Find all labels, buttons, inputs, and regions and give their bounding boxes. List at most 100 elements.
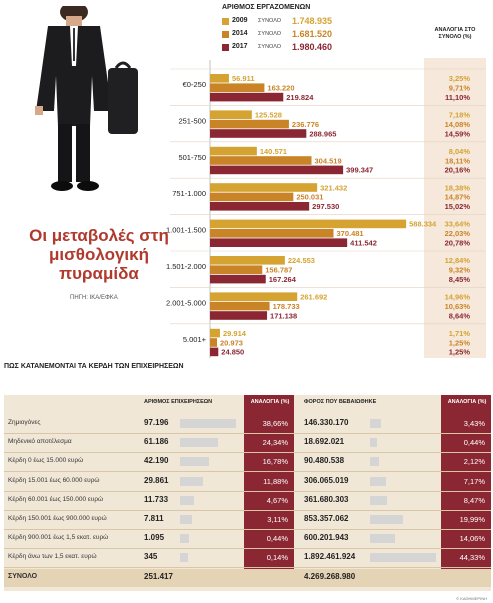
table-total-row: ΣΥΝΟΛΟ 251.417 4.269.268.980	[4, 569, 491, 587]
category-label: 751-1.000	[172, 189, 206, 198]
legend-swatch	[222, 31, 229, 38]
bar-2009	[210, 256, 285, 265]
bar-value-label: 56.911	[232, 74, 255, 83]
row-category: Κέρδη 150.001 έως 900.000 ευρώ	[8, 515, 107, 522]
infographic-title: Οι μεταβολές στη μισθολογική πυραμίδα	[29, 226, 169, 283]
row-category: Κέρδη 15.001 έως 60.000 ευρώ	[8, 476, 100, 484]
bar-value-label: 588.334	[409, 220, 437, 229]
tax-bar	[370, 419, 381, 428]
bar-value-label: 156.787	[265, 266, 292, 275]
row-firms: 97.196	[144, 418, 169, 427]
bar-value-label: 399.347	[346, 166, 373, 175]
share-label: 12,84%	[445, 256, 471, 265]
bar-value-label: 250.031	[296, 193, 323, 202]
legend-label: ΣΥΝΟΛΟ	[258, 18, 282, 24]
bar-value-label: 304.519	[315, 156, 342, 165]
legend-total: 1.681.520	[292, 29, 333, 39]
table-row: Κέρδη 150.001 έως 900.000 ευρώ 7.811 3,11%…	[4, 511, 491, 530]
row-firms: 7.811	[144, 514, 164, 523]
row-firms: 1.095	[144, 533, 165, 543]
col-header-firms-share: ΑΝΑΛΟΓΙΑ (%)	[250, 399, 290, 405]
tax-bar	[370, 495, 388, 505]
firms-bar	[180, 419, 236, 428]
bar-value-label: 224.553	[288, 256, 315, 265]
row-tax-share: 3,43%	[463, 419, 485, 428]
row-firms: 11.733	[144, 494, 169, 504]
share-label: 1,25%	[449, 338, 471, 347]
row-category: Κέρδη 900.001 έως 1,5 εκατ. ευρώ	[8, 534, 109, 542]
table-row: Κέρδη άνω των 1,5 εκατ. ευρώ 345 0,14% 1.89…	[4, 549, 491, 569]
bar-2014	[210, 229, 334, 238]
firms-bar	[180, 534, 189, 544]
row-firms-share: 4,67%	[266, 495, 288, 505]
row-tax: 1.892.461.924	[304, 552, 356, 562]
total-label: ΣΥΝΟΛΟ	[8, 573, 38, 580]
share-label: 1,25%	[449, 348, 471, 357]
total-tax: 4.269.268.980	[304, 572, 356, 581]
source-note: ΠΗΓΗ: ΙΚΑ/ΕΦΚΑ	[70, 295, 118, 301]
total-firms: 251.417	[144, 572, 173, 581]
row-category: Κέρδη 0 έως 15.000 ευρώ	[8, 457, 84, 465]
bar-value-label: 171.138	[270, 311, 297, 320]
share-column-background	[424, 58, 486, 358]
tax-bar	[370, 515, 404, 524]
bar-2017	[210, 347, 219, 357]
bar-2017	[210, 92, 284, 102]
row-tax-share: 7,17%	[463, 476, 485, 486]
row-firms: 29.861	[144, 475, 169, 485]
bar-2014	[210, 265, 263, 274]
tax-bar	[370, 457, 379, 467]
row-firms-share: 16,78%	[262, 457, 288, 467]
tax-bar	[370, 476, 386, 486]
row-category: Ζημιογόνες	[8, 419, 41, 426]
copyright: © ΚΑΘΗΜΕΡΙΝΗ	[456, 596, 487, 601]
bar-2017	[210, 238, 348, 247]
bar-2009	[210, 292, 298, 301]
row-firms: 42.190	[144, 456, 169, 466]
share-label: 9,71%	[449, 84, 471, 93]
row-firms: 61.186	[144, 437, 169, 447]
bar-2017	[210, 129, 307, 138]
table-row: Κέρδη 900.001 έως 1,5 εκατ. ευρώ 1.095 0,4…	[4, 530, 491, 550]
bar-value-label: 297.530	[312, 202, 339, 211]
row-tax: 146.330.170	[304, 418, 349, 427]
table-row: Ζημιογόνες 97.196 38,66% 146.330.170 3,43%	[4, 415, 491, 434]
firms-bar	[180, 438, 219, 448]
row-firms-share: 24,34%	[262, 438, 288, 448]
bar-value-label: 261.692	[300, 293, 327, 302]
row-tax-share: 0,44%	[463, 438, 485, 448]
row-tax: 361.680.303	[304, 494, 349, 504]
bar-value-label: 167.264	[269, 275, 297, 284]
col-header-tax-share: ΑΝΑΛΟΓΙΑ (%)	[447, 399, 487, 405]
bar-value-label: 20.973	[220, 338, 243, 347]
row-firms-share: 3,11%	[267, 515, 288, 524]
bar-2009	[210, 183, 318, 192]
bar-value-label: 29.914	[223, 329, 247, 338]
legend-year: 2017	[232, 43, 248, 50]
col-header-tax: ΦΟΡΟΣ ΠΟΥ ΒΕΒΑΙΩΘΗΚΕ	[304, 399, 377, 405]
bar-2009	[210, 219, 407, 229]
legend-label: ΣΥΝΟΛΟ	[258, 31, 282, 37]
chart-title: ΑΡΙΘΜΟΣ ΕΡΓΑΖΟΜΕΝΩΝ	[222, 4, 311, 11]
share-label: 14,96%	[445, 293, 471, 302]
bar-2009	[210, 74, 229, 83]
table-row: Κέρδη 60.001 έως 150.000 ευρώ 11.733 4,67%…	[4, 492, 491, 511]
row-tax: 306.065.019	[304, 475, 349, 485]
share-column-header: ΑΝΑΛΟΓΙΑ ΣΤΟ ΣΥΝΟΛΟ (%)	[434, 27, 476, 40]
share-label: 14,08%	[445, 120, 471, 129]
share-label: 15,02%	[445, 202, 471, 211]
share-label: 22,03%	[445, 229, 471, 238]
share-label: 18,11%	[445, 156, 470, 165]
row-category: Κέρδη 60.001 έως 150.000 ευρώ	[8, 495, 104, 503]
legend-total: 1.748.935	[292, 16, 333, 26]
bar-2017	[210, 202, 310, 211]
share-label: 9,32%	[449, 266, 471, 275]
firms-bar	[180, 553, 189, 563]
row-category: Μηδενικό αποτέλεσμα	[8, 438, 72, 446]
businessman-illustration	[35, 6, 138, 191]
share-label: 11,10%	[445, 93, 470, 102]
bar-2009	[210, 328, 220, 338]
firms-bar	[180, 457, 209, 467]
share-label: 8,64%	[449, 311, 471, 320]
legend-swatch	[222, 18, 229, 25]
